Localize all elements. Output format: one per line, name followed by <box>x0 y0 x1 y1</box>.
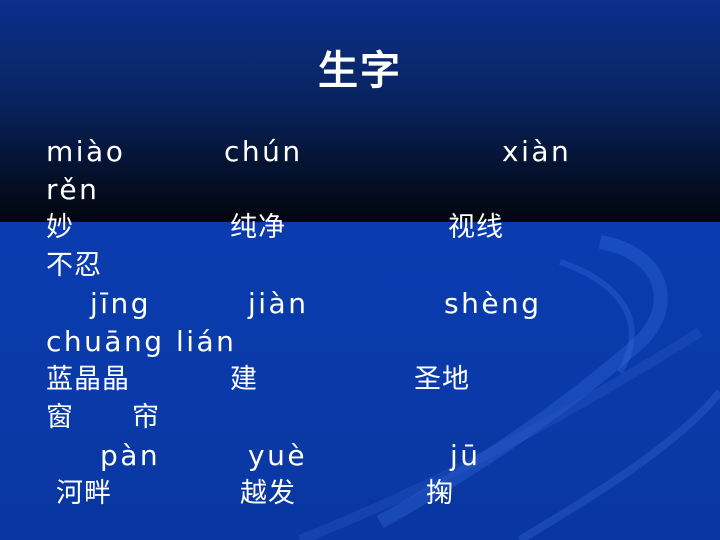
hanzi-shengdi: 圣地 <box>414 364 470 395</box>
pinyin-jian: jiàn <box>248 287 309 320</box>
hanzi-shixian: 视线 <box>448 212 504 243</box>
slide-header-background <box>0 0 720 222</box>
hanzi-jian: 建 <box>230 364 258 395</box>
pinyin-chun: chún <box>224 135 303 168</box>
hanzi-buren: 不忍 <box>46 250 102 281</box>
hanzi-yuefa: 越发 <box>240 478 296 509</box>
hanzi-hepan: 河畔 <box>56 478 112 509</box>
hanzi-chunjing: 纯净 <box>230 212 286 243</box>
pinyin-pan: pàn <box>100 439 161 472</box>
pinyin-xian: xiàn <box>502 135 572 168</box>
pinyin-miao: miào <box>46 135 126 168</box>
pinyin-sheng: shèng <box>444 287 542 320</box>
slide-body-background <box>0 222 720 540</box>
pinyin-yue: yuè <box>248 439 308 472</box>
swirl-decoration <box>298 235 720 540</box>
hanzi-ju: 掬 <box>426 478 454 509</box>
slide-title: 生字 <box>318 48 402 94</box>
pinyin-ren: rěn <box>46 173 100 206</box>
hanzi-lanjingjing: 蓝晶晶 <box>46 364 130 395</box>
hanzi-chuang: 窗 <box>46 402 74 433</box>
pinyin-chuanglian: chuāng lián <box>46 325 237 358</box>
hanzi-lian: 帘 <box>132 402 160 433</box>
pinyin-jing: jīng <box>90 287 152 320</box>
pinyin-ju: jū <box>450 439 481 472</box>
hanzi-miao: 妙 <box>46 212 74 243</box>
